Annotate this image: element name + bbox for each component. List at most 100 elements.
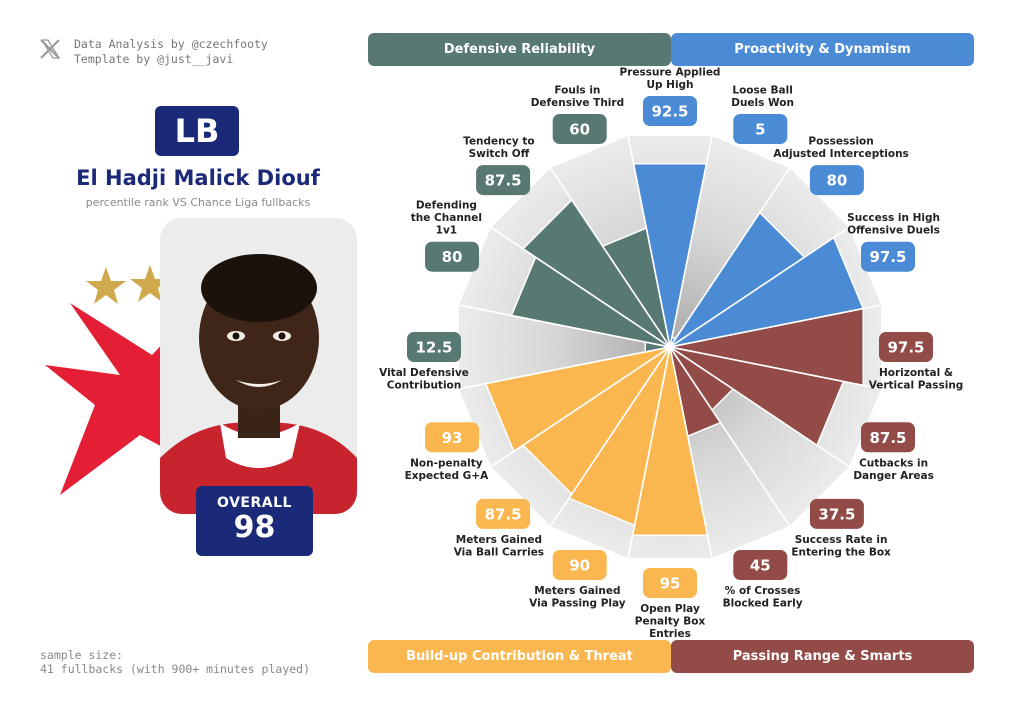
metric-label: Defensive Third: [531, 97, 624, 109]
value-badge: [552, 114, 607, 144]
radar-spoke: [669, 304, 882, 348]
value-label: 45: [750, 557, 771, 575]
value-badge: [809, 165, 864, 196]
metric-label: Danger Areas: [853, 470, 934, 482]
player-portrait: [160, 218, 357, 514]
radar-spoke: [458, 346, 671, 390]
value-badge: [861, 241, 915, 272]
legend-defensive: Defensive Reliability: [368, 33, 671, 66]
value-label: 12.5: [415, 339, 452, 357]
metric-label: Meters Gained: [456, 534, 542, 546]
metric-label: Horizontal &: [879, 367, 953, 379]
player-name: El Hadji Malick Diouf: [76, 166, 320, 190]
value-label: 80: [826, 172, 847, 190]
credits: Data Analysis by @czechfooty Template by…: [38, 37, 268, 67]
metric-label: Meters Gained: [534, 585, 620, 597]
legend-buildup: Build-up Contribution & Threat: [368, 640, 671, 673]
value-label: 97.5: [869, 248, 906, 266]
value-label: 37.5: [818, 505, 855, 523]
metric-label: Up High: [646, 79, 693, 91]
metric-label: Pressure Applied: [620, 67, 721, 79]
sample-size: sample size: 41 fullbacks (with 900+ min…: [40, 648, 310, 676]
metric-label: Entering the Box: [791, 546, 891, 558]
value-badge: [733, 550, 788, 580]
metric-label: Non-penalty: [410, 457, 483, 469]
metric-label: Open Play: [640, 603, 700, 615]
radar-spoke: [669, 226, 851, 348]
value-label: 5: [755, 121, 765, 139]
metric-label: 1v1: [436, 225, 457, 237]
radar-spoke: [627, 346, 671, 559]
value-label: 92.5: [651, 103, 688, 121]
value-label: 97.5: [887, 339, 924, 357]
sample-detail: 41 fullbacks (with 900+ minutes played): [40, 662, 311, 676]
position-badge: LB: [155, 106, 239, 156]
metric-label: Penalty Box: [635, 616, 706, 628]
value-badge: [643, 96, 697, 126]
radar-spoke: [489, 346, 671, 468]
metric-label: Offensive Duels: [847, 225, 940, 237]
value-badge: [476, 498, 531, 529]
overall-label: OVERALL: [217, 495, 292, 511]
metric-label: Success Rate in: [795, 534, 888, 546]
overall-value: 98: [233, 510, 276, 545]
value-badge: [861, 422, 915, 453]
metric-label: Expected G+A: [405, 470, 490, 482]
credit-analysis: Data Analysis by @czechfooty: [74, 37, 268, 51]
value-label: 87.5: [869, 429, 906, 447]
overall-badge: OVERALL 98: [196, 486, 313, 556]
value-badge: [407, 332, 461, 362]
radar-spoke: [669, 166, 791, 348]
x-logo-icon: [40, 39, 61, 59]
value-label: 80: [442, 248, 463, 266]
legend-passing: Passing Range & Smarts: [671, 640, 974, 673]
metric-group: 97.5 Horizontal &Vertical Passing: [869, 332, 963, 392]
metric-label: Contribution: [387, 380, 462, 392]
value-badge: [879, 332, 933, 362]
radar-spoke: [627, 135, 671, 348]
metric-label: Cutbacks in: [859, 457, 928, 469]
value-label: 93: [442, 429, 463, 447]
metric-label: Blocked Early: [723, 598, 803, 610]
gold-star-icon: [86, 267, 126, 304]
metric-label: Switch Off: [469, 148, 530, 160]
radar-spoke: [669, 346, 791, 528]
sample-label: sample size:: [40, 648, 124, 662]
metric-label: Tendency to: [463, 136, 534, 148]
radar-spoke: [489, 226, 671, 348]
value-badge: [733, 114, 788, 144]
legend-proactivity: Proactivity & Dynamism: [671, 33, 974, 66]
value-label: 60: [569, 121, 590, 139]
radar-spoke: [549, 166, 671, 348]
value-badge: [425, 422, 479, 453]
player-photo: [160, 218, 357, 514]
radar-spoke: [669, 346, 713, 559]
value-label: 87.5: [485, 505, 522, 523]
value-badge: [476, 165, 531, 196]
value-label: 90: [569, 557, 590, 575]
metric-label: Entries: [649, 628, 691, 640]
metric-label: Fouls in: [554, 85, 600, 97]
value-badge: [643, 568, 697, 598]
value-label: 95: [660, 575, 681, 593]
value-label: 87.5: [485, 172, 522, 190]
value-badge: [425, 241, 479, 272]
value-badge: [552, 550, 607, 580]
gold-star-icon: [130, 265, 170, 302]
radar-spoke: [549, 346, 671, 528]
radar-spoke: [458, 304, 671, 348]
radar-spoke: [669, 135, 713, 348]
